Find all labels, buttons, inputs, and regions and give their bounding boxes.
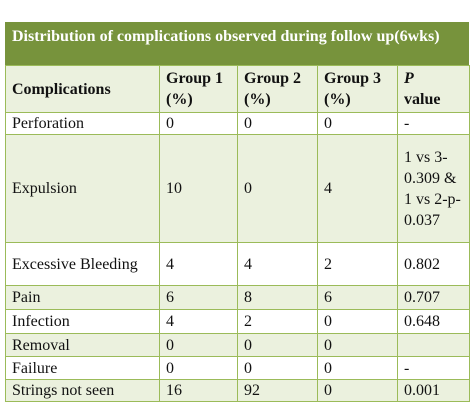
table-cell: 4 — [159, 309, 238, 334]
table-cell: 8 — [237, 285, 318, 310]
table-cell: 0 — [317, 333, 398, 357]
table-cell: Strings not seen — [5, 379, 160, 402]
table-cell: Excessive Bleeding — [5, 242, 160, 286]
table-caption: Distribution of complications observed d… — [5, 22, 469, 65]
table-cell: Pain — [5, 285, 160, 310]
table-cell: 2 — [237, 309, 318, 334]
table-cell: 0.648 — [397, 309, 470, 334]
table-cell: - — [397, 112, 470, 135]
table-cell: 0 — [237, 356, 318, 380]
table-cell: 6 — [317, 285, 398, 310]
table-cell: 0.001 — [397, 379, 470, 402]
table-cell: 0 — [317, 112, 398, 135]
table-cell: 0 — [237, 112, 318, 135]
table-cell: 0 — [317, 309, 398, 334]
table-cell: 4 — [159, 242, 238, 286]
header-text: value — [404, 91, 441, 108]
table: Complications Group 1 (%) Group 2 (%) Group… — [5, 65, 470, 402]
table-row: Removal 0 0 0 — [5, 333, 470, 357]
header-cell: Group 2 (%) — [237, 65, 318, 113]
table-cell: 4 — [237, 242, 318, 286]
table-cell: 1 vs 3-0.309 & 1 vs 2-p-0.037 — [397, 134, 470, 243]
table-row: Failure 0 0 0- — [5, 356, 470, 380]
table-cell: - — [397, 356, 470, 380]
header-cell: Group 1 (%) — [159, 65, 238, 113]
table-cell: Removal — [5, 333, 160, 357]
table-cell: 0 — [159, 333, 238, 357]
table-cell: 0.707 — [397, 285, 470, 310]
table-cell: 0.802 — [397, 242, 470, 286]
table-cell: Failure — [5, 356, 160, 380]
table-body: Perforation 0 0 0- Expulsion 10 0 4 1 vs 3-0.309… — [5, 112, 470, 402]
table-cell — [397, 333, 470, 357]
table-row: Expulsion 10 0 4 1 vs 3-0.309 & 1 vs 2-p-0.0… — [5, 134, 470, 243]
header-cell: Group 3 (%) — [317, 65, 398, 113]
table-cell: 10 — [159, 134, 238, 243]
table-cell: 16 — [159, 379, 238, 402]
table-row: Strings not seen 16 92 0 0.001 — [5, 379, 470, 402]
table-row: Excessive Bleeding 4 4 2 0.802 — [5, 242, 470, 286]
table-cell: 4 — [317, 134, 398, 243]
table-cell: Infection — [5, 309, 160, 334]
header-text: P — [404, 70, 414, 87]
header-cell: Complications — [5, 65, 160, 113]
table-cell: 0 — [317, 379, 398, 402]
table-cell: 2 — [317, 242, 398, 286]
table-cell: Expulsion — [5, 134, 160, 243]
table-cell: 0 — [237, 134, 318, 243]
table-cell: Perforation — [5, 112, 160, 135]
table-cell: 0 — [159, 112, 238, 135]
table-cell: 92 — [237, 379, 318, 402]
table-cell: 6 — [159, 285, 238, 310]
table-cell: 0 — [317, 356, 398, 380]
table-cell: 0 — [159, 356, 238, 380]
table-container: Distribution of complications observed d… — [5, 22, 470, 402]
table-row: Pain 6 8 6 0.707 — [5, 285, 470, 310]
table-row: Infection 4 2 0 0.648 — [5, 309, 470, 334]
header-row: Complications Group 1 (%) Group 2 (%) Group… — [5, 65, 470, 113]
table-row: Perforation 0 0 0- — [5, 112, 470, 135]
table-cell: 0 — [237, 333, 318, 357]
